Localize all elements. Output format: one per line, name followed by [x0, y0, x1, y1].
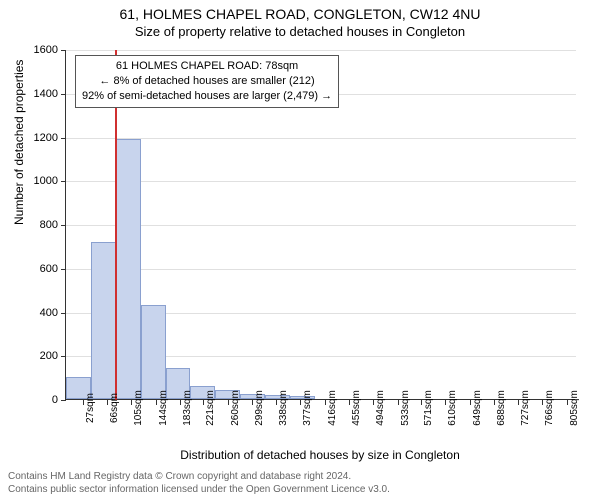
gridline-h — [66, 269, 576, 270]
footer-attribution: Contains HM Land Registry data © Crown c… — [8, 471, 592, 496]
footer-line1: Contains HM Land Registry data © Crown c… — [8, 471, 592, 484]
ytick-label: 1400 — [0, 88, 58, 100]
ytick-mark — [61, 313, 66, 314]
ytick-label: 600 — [0, 263, 58, 275]
page-title: 61, HOLMES CHAPEL ROAD, CONGLETON, CW12 … — [0, 0, 600, 22]
gridline-h — [66, 225, 576, 226]
ytick-mark — [61, 400, 66, 401]
ytick-label: 0 — [0, 394, 58, 406]
gridline-h — [66, 50, 576, 51]
ytick-mark — [61, 50, 66, 51]
xtick-label: 299sqm — [254, 390, 265, 426]
xtick-label: 27sqm — [85, 393, 96, 423]
xtick-mark — [228, 400, 229, 405]
ytick-mark — [61, 269, 66, 270]
histogram-bar — [116, 139, 141, 399]
ytick-mark — [61, 138, 66, 139]
xtick-label: 260sqm — [230, 390, 241, 426]
xtick-label: 805sqm — [569, 390, 580, 426]
xtick-label: 610sqm — [447, 390, 458, 426]
ytick-mark — [61, 181, 66, 182]
gridline-h — [66, 138, 576, 139]
xtick-label: 455sqm — [351, 390, 362, 426]
annotation-line3: 92% of semi-detached houses are larger (… — [82, 89, 332, 104]
xtick-label: 494sqm — [375, 390, 386, 426]
histogram-bar — [141, 305, 166, 399]
xtick-label: 377sqm — [302, 390, 313, 426]
xtick-mark — [494, 400, 495, 405]
xtick-label: 766sqm — [544, 390, 555, 426]
x-axis-label: Distribution of detached houses by size … — [65, 448, 575, 462]
ytick-label: 1200 — [0, 132, 58, 144]
xtick-mark — [470, 400, 471, 405]
xtick-label: 649sqm — [472, 390, 483, 426]
xtick-mark — [83, 400, 84, 405]
xtick-label: 688sqm — [496, 390, 507, 426]
xtick-label: 144sqm — [158, 390, 169, 426]
xtick-label: 727sqm — [520, 390, 531, 426]
xtick-label: 571sqm — [423, 390, 434, 426]
ytick-label: 400 — [0, 307, 58, 319]
xtick-mark — [349, 400, 350, 405]
histogram-bar — [91, 242, 116, 400]
ytick-mark — [61, 225, 66, 226]
xtick-mark — [180, 400, 181, 405]
annotation-line2: ← 8% of detached houses are smaller (212… — [82, 74, 332, 89]
xtick-mark — [567, 400, 568, 405]
xtick-label: 416sqm — [327, 390, 338, 426]
annotation-line1: 61 HOLMES CHAPEL ROAD: 78sqm — [82, 59, 332, 74]
xtick-label: 338sqm — [278, 390, 289, 426]
xtick-mark — [107, 400, 108, 405]
xtick-label: 221sqm — [205, 390, 216, 426]
page-subtitle: Size of property relative to detached ho… — [0, 22, 600, 39]
xtick-label: 66sqm — [109, 393, 120, 423]
ytick-mark — [61, 356, 66, 357]
xtick-mark — [421, 400, 422, 405]
ytick-label: 800 — [0, 219, 58, 231]
annotation-box: 61 HOLMES CHAPEL ROAD: 78sqm ← 8% of det… — [75, 55, 339, 108]
xtick-label: 533sqm — [400, 390, 411, 426]
xtick-mark — [325, 400, 326, 405]
ytick-label: 200 — [0, 350, 58, 362]
xtick-label: 183sqm — [182, 390, 193, 426]
gridline-h — [66, 181, 576, 182]
xtick-mark — [398, 400, 399, 405]
ytick-label: 1000 — [0, 175, 58, 187]
xtick-mark — [156, 400, 157, 405]
ytick-label: 1600 — [0, 44, 58, 56]
xtick-mark — [252, 400, 253, 405]
xtick-mark — [518, 400, 519, 405]
ytick-mark — [61, 94, 66, 95]
footer-line2: Contains public sector information licen… — [8, 484, 592, 497]
xtick-label: 105sqm — [133, 390, 144, 426]
